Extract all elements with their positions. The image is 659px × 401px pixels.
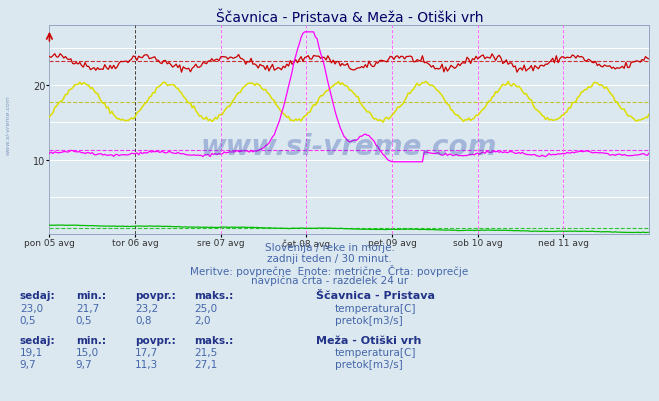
Text: 0,5: 0,5 xyxy=(76,315,92,325)
Text: povpr.:: povpr.: xyxy=(135,291,176,301)
Text: 9,7: 9,7 xyxy=(20,359,36,369)
Text: pretok[m3/s]: pretok[m3/s] xyxy=(335,315,403,325)
Text: zadnji teden / 30 minut.: zadnji teden / 30 minut. xyxy=(267,253,392,263)
Text: www.si-vreme.com: www.si-vreme.com xyxy=(5,95,11,154)
Text: povpr.:: povpr.: xyxy=(135,335,176,345)
Text: sedaj:: sedaj: xyxy=(20,291,55,301)
Text: 11,3: 11,3 xyxy=(135,359,158,369)
Text: Meritve: povprečne  Enote: metrične  Črta: povprečje: Meritve: povprečne Enote: metrične Črta:… xyxy=(190,264,469,276)
Text: 19,1: 19,1 xyxy=(20,347,43,357)
Text: maks.:: maks.: xyxy=(194,291,234,301)
Text: temperatura[C]: temperatura[C] xyxy=(335,303,416,313)
Text: 2,0: 2,0 xyxy=(194,315,211,325)
Text: 27,1: 27,1 xyxy=(194,359,217,369)
Text: navpična črta - razdelek 24 ur: navpična črta - razdelek 24 ur xyxy=(251,275,408,286)
Text: 21,5: 21,5 xyxy=(194,347,217,357)
Title: Ščavnica - Pristava & Meža - Otiški vrh: Ščavnica - Pristava & Meža - Otiški vrh xyxy=(215,11,483,25)
Text: 23,0: 23,0 xyxy=(20,303,43,313)
Text: min.:: min.: xyxy=(76,335,106,345)
Text: temperatura[C]: temperatura[C] xyxy=(335,347,416,357)
Text: 0,5: 0,5 xyxy=(20,315,36,325)
Text: Slovenija / reke in morje.: Slovenija / reke in morje. xyxy=(264,243,395,253)
Text: 9,7: 9,7 xyxy=(76,359,92,369)
Text: Meža - Otiški vrh: Meža - Otiški vrh xyxy=(316,335,422,345)
Text: www.si-vreme.com: www.si-vreme.com xyxy=(201,133,498,161)
Text: 15,0: 15,0 xyxy=(76,347,99,357)
Text: 23,2: 23,2 xyxy=(135,303,158,313)
Text: sedaj:: sedaj: xyxy=(20,335,55,345)
Text: pretok[m3/s]: pretok[m3/s] xyxy=(335,359,403,369)
Text: maks.:: maks.: xyxy=(194,335,234,345)
Text: 17,7: 17,7 xyxy=(135,347,158,357)
Text: 0,8: 0,8 xyxy=(135,315,152,325)
Text: Ščavnica - Pristava: Ščavnica - Pristava xyxy=(316,291,436,301)
Text: 25,0: 25,0 xyxy=(194,303,217,313)
Text: min.:: min.: xyxy=(76,291,106,301)
Text: 21,7: 21,7 xyxy=(76,303,99,313)
